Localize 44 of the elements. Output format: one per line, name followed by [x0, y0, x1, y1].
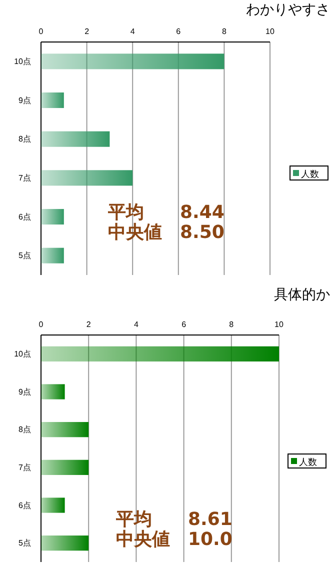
bar	[41, 498, 65, 513]
y-tick-label: 8点	[18, 425, 31, 434]
bar	[41, 131, 110, 147]
bar	[41, 208, 64, 225]
bar	[41, 170, 133, 186]
bar	[41, 92, 64, 108]
x-tick-label: 10	[266, 27, 275, 36]
annotation: 平均 8.44	[107, 202, 224, 223]
x-tick-label: 8	[222, 27, 227, 36]
x-tick-label: 0	[38, 27, 44, 36]
x-tick-label: 0	[38, 320, 44, 329]
bar	[41, 54, 224, 70]
bar	[41, 384, 65, 400]
y-tick-label: 10点	[14, 56, 31, 66]
bar	[41, 248, 64, 264]
annotation: 中央値 8.50	[108, 222, 224, 243]
bar	[41, 460, 89, 475]
x-tick-label: 4	[130, 27, 136, 36]
x-tick-label: 10	[274, 320, 284, 329]
bar	[41, 422, 89, 438]
y-tick-label: 8点	[18, 134, 31, 144]
x-tick-label: 4	[134, 320, 139, 329]
y-tick-label: 6点	[18, 500, 31, 510]
chart-title: 具体的か	[274, 287, 330, 303]
annotation: 平均 8.61	[115, 509, 232, 530]
y-tick-label: 7点	[18, 462, 31, 472]
x-tick-label: 6	[182, 320, 187, 329]
y-tick-label: 9点	[18, 96, 31, 105]
annotation: 中央値 10.0	[116, 529, 232, 550]
chart-title: わかりやすさ	[246, 2, 330, 18]
x-tick-label: 2	[84, 27, 90, 36]
y-tick-label: 7点	[18, 173, 31, 182]
y-tick-label: 5点	[18, 251, 31, 260]
x-tick-label: 2	[86, 320, 92, 329]
x-tick-label: 8	[229, 320, 234, 329]
x-tick-label: 6	[176, 27, 182, 36]
legend-label: 人数	[301, 169, 319, 180]
y-tick-label: 10点	[14, 349, 31, 358]
bar	[41, 346, 279, 362]
y-tick-label: 9点	[18, 387, 31, 396]
y-tick-label: 5点	[18, 538, 31, 548]
legend-label: 人数	[299, 457, 317, 468]
y-tick-label: 6点	[18, 212, 31, 222]
bar	[41, 536, 89, 551]
